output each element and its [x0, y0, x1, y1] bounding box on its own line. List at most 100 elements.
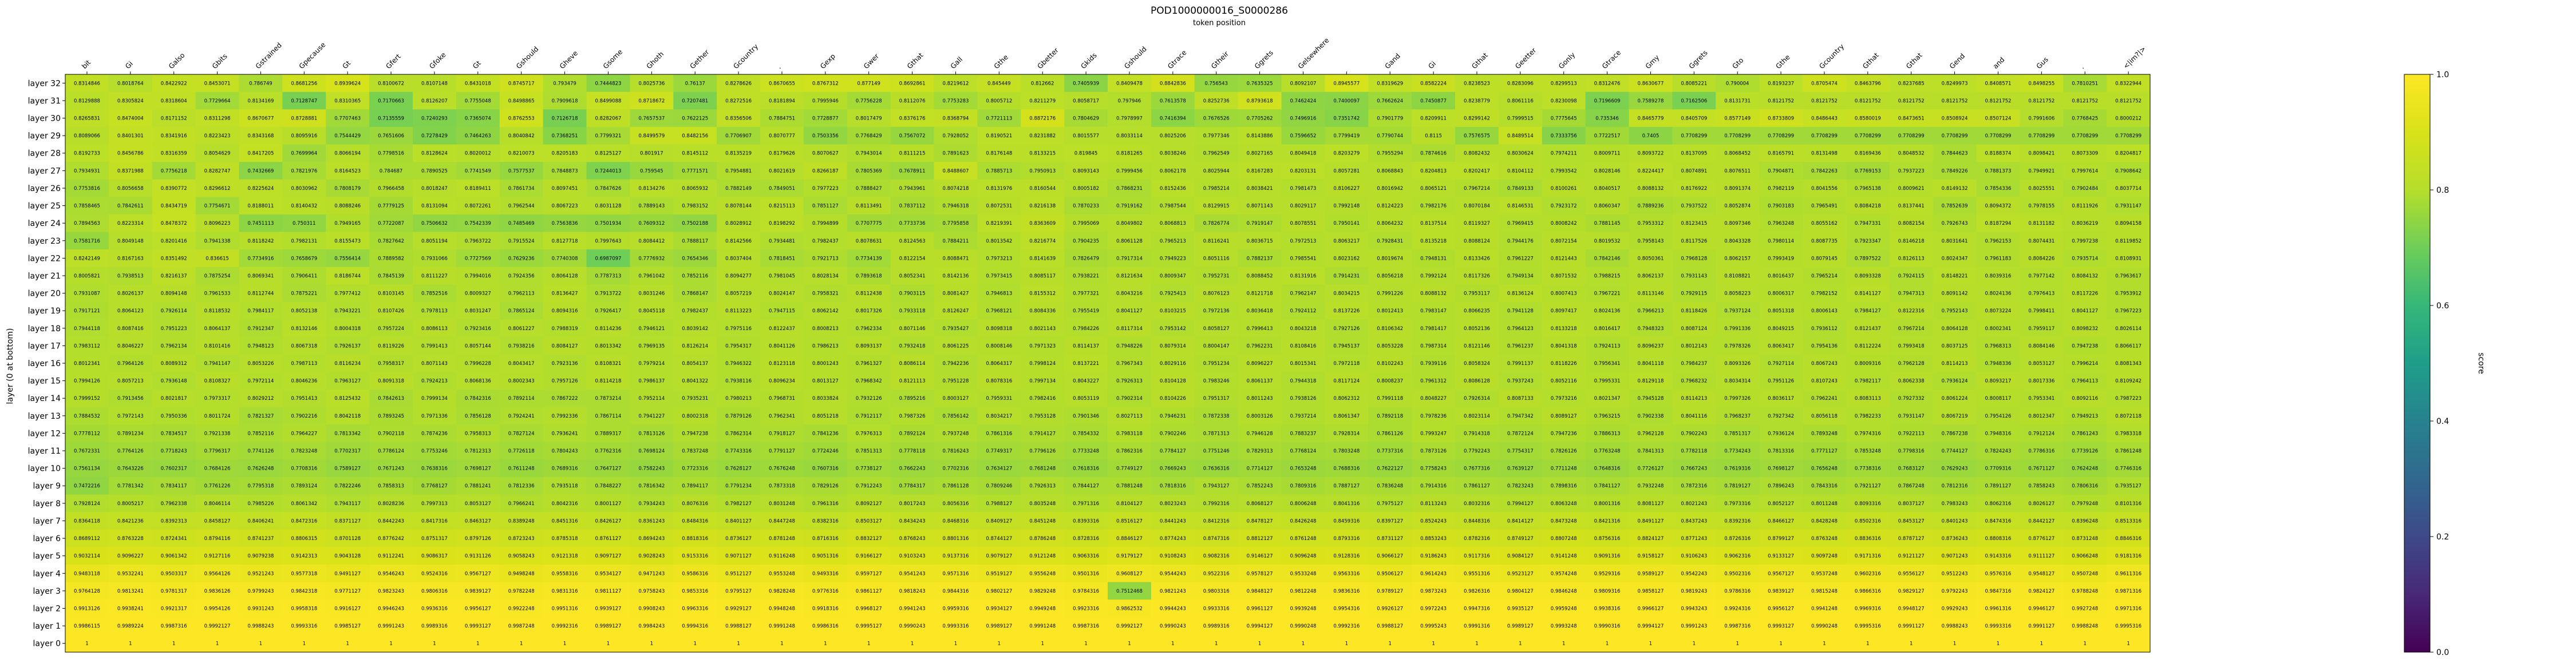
heatmap-cell	[2020, 442, 2064, 460]
heatmap-cell	[2020, 459, 2064, 478]
cell-value-label: 0.7983112	[74, 343, 100, 349]
cell-value-label: 0.8061225	[942, 343, 969, 349]
heatmap-cell	[456, 284, 500, 303]
heatmap-cell	[1238, 372, 1282, 390]
cell-value-label: 0.7951223	[161, 326, 187, 332]
cell-value-label: 0.8021347	[1594, 396, 1621, 402]
heatmap-cell	[65, 92, 109, 110]
heatmap-cell	[934, 407, 978, 425]
cell-value-label: 0.9789127	[1377, 589, 1403, 594]
cell-value-label: 0.8137441	[1898, 204, 1925, 209]
cell-value-label: 0.7576575	[1464, 133, 1490, 139]
heatmap-cell	[1368, 284, 1412, 303]
heatmap-cell	[1976, 372, 2020, 390]
cell-value-label: 0.7941147	[204, 361, 231, 367]
heatmap-cell	[282, 547, 326, 565]
heatmap-cell	[803, 547, 848, 565]
cell-value-label: 0.7790744	[1377, 133, 1403, 139]
heatmap-cell	[760, 232, 804, 250]
cell-value-label: 0.7613578	[1160, 98, 1186, 104]
heatmap-cell	[1889, 301, 1934, 320]
cell-value-label: 0.9989316	[1203, 624, 1230, 629]
cell-value-label: 0.8096227	[1247, 361, 1273, 367]
cell-value-label: 0.7973216	[1551, 396, 1577, 402]
cell-value-label: 0.7999456	[1116, 168, 1143, 174]
heatmap-cell	[1194, 564, 1239, 582]
cell-value-label: 0.8133426	[1464, 256, 1490, 261]
heatmap-cell	[195, 442, 239, 460]
cell-value-label: 0.8061137	[1247, 379, 1273, 384]
heatmap-cell	[1498, 179, 1543, 197]
cell-value-label: 0.8097346	[1724, 221, 1751, 227]
cell-value-label: 0.8031128	[595, 204, 621, 209]
heatmap-cell	[1194, 512, 1239, 530]
heatmap-cell	[586, 547, 630, 565]
cell-value-label: 0.8376176	[899, 116, 926, 122]
heatmap-cell	[282, 197, 326, 215]
heatmap-cell	[630, 337, 674, 355]
heatmap-cell	[1064, 459, 1108, 478]
heatmap-cell	[977, 267, 1021, 285]
heatmap-cell	[1846, 424, 1890, 443]
x-tick-label: Gtheir	[1210, 50, 1230, 70]
heatmap-cell	[1585, 249, 1629, 268]
cell-value-label: 0.7921127	[1855, 483, 1881, 489]
cell-value-label: 0.7873214	[595, 396, 621, 402]
chart-title: POD1000000016_S0000286	[1151, 5, 1288, 17]
cell-value-label: 0.9556127	[1898, 571, 1925, 577]
cell-value-label: 0.8006143	[1811, 308, 1838, 314]
heatmap-cell	[282, 301, 326, 320]
heatmap-cell	[499, 459, 544, 478]
heatmap-cell	[239, 74, 283, 93]
cell-value-label: 0.8142566	[725, 239, 752, 244]
cell-value-label: 0.7947115	[769, 308, 795, 314]
y-tick-label: layer 10	[28, 465, 61, 474]
cell-value-label: 0.8242149	[74, 256, 100, 261]
cell-value-label: 0.8001316	[1594, 501, 1621, 507]
cell-value-label: 0.8029117	[1290, 204, 1316, 209]
heatmap-cell	[2020, 389, 2064, 407]
y-tick-label: layer 26	[28, 184, 61, 193]
heatmap-cell	[1759, 74, 1803, 93]
cell-value-label: 0.7961327	[856, 361, 882, 367]
heatmap-cell	[1064, 144, 1108, 162]
x-tick-label: Gbetter	[1036, 46, 1060, 70]
cell-value-label: 0.8094316	[552, 308, 578, 314]
cell-value-label: 0.8312476	[1594, 81, 1621, 86]
heatmap-cell	[152, 179, 196, 197]
heatmap-cell	[1412, 214, 1456, 232]
heatmap-cell	[543, 634, 587, 653]
heatmap-cell	[499, 424, 544, 443]
cell-value-label: 0.7841313	[1637, 448, 1664, 454]
cell-value-label: 0.8049418	[1290, 151, 1316, 157]
cell-value-label: 0.9564126	[204, 571, 231, 577]
heatmap-cell	[456, 529, 500, 547]
cell-value-label: 0.7812316	[1942, 483, 1968, 489]
heatmap-cell	[1716, 301, 1760, 320]
heatmap-cell	[1889, 564, 1934, 582]
heatmap-cell	[1803, 354, 1847, 372]
heatmap-cell	[1759, 301, 1803, 320]
cell-value-label: 0.7844127	[1073, 483, 1099, 489]
cell-value-label: 0.7951234	[1203, 361, 1230, 367]
heatmap-cell	[65, 179, 109, 197]
cell-value-label: 0.8033114	[1116, 133, 1143, 139]
x-tick-label: Ghoth	[645, 50, 666, 70]
cell-value-label: 0.8181265	[1116, 151, 1143, 157]
heatmap-cell	[2020, 284, 2064, 303]
heatmap-cell	[586, 301, 630, 320]
heatmap-cell	[673, 267, 717, 285]
cell-value-label: 0.8053226	[247, 361, 274, 367]
cell-value-label: 0.9032114	[74, 554, 100, 559]
heatmap-cell	[760, 372, 804, 390]
heatmap-cell	[1064, 197, 1108, 215]
cell-value-label: 0.7957126	[552, 379, 578, 384]
cell-value-label: 0.7728877	[812, 116, 839, 122]
heatmap-cell	[499, 249, 544, 268]
heatmap-cell	[369, 600, 413, 618]
heatmap-cell	[499, 564, 544, 582]
heatmap-cell	[326, 301, 370, 320]
heatmap-cell	[1803, 337, 1847, 355]
cell-value-label: 0.8774243	[1160, 536, 1186, 542]
heatmap-cell	[1889, 529, 1934, 547]
